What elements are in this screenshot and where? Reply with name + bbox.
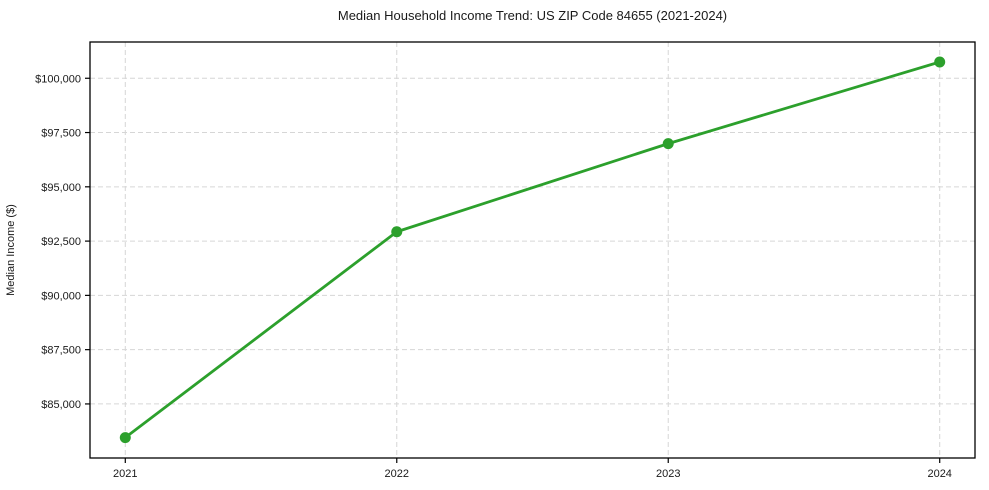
data-point-marker <box>391 226 403 238</box>
y-tick-label: $92,500 <box>41 236 81 248</box>
x-tick-label: 2022 <box>385 468 409 480</box>
income-trend-line <box>123 60 942 439</box>
x-tick-label: 2021 <box>113 468 137 480</box>
y-tick-label: $97,500 <box>41 128 81 140</box>
y-axis-label: Median Income ($) <box>5 204 17 296</box>
x-tick-label: 2023 <box>656 468 680 480</box>
data-point-marker <box>119 432 131 444</box>
data-point-marker <box>934 56 946 68</box>
y-tick-label: $95,000 <box>41 182 81 194</box>
y-tick-label: $87,500 <box>41 345 81 357</box>
x-tick-label: 2024 <box>927 468 951 480</box>
y-tick-label: $90,000 <box>41 290 81 302</box>
chart-title: Median Household Income Trend: US ZIP Co… <box>337 8 728 23</box>
y-tick-label: $100,000 <box>35 73 81 85</box>
axes-frame <box>89 41 976 459</box>
y-tick-label: $85,000 <box>41 399 81 411</box>
data-point-marker <box>662 138 674 150</box>
